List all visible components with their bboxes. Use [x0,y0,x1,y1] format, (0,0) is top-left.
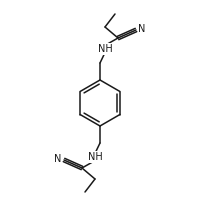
Text: N: N [54,154,62,164]
Text: NH: NH [88,152,102,162]
Text: N: N [138,24,146,34]
Text: NH: NH [98,44,112,54]
